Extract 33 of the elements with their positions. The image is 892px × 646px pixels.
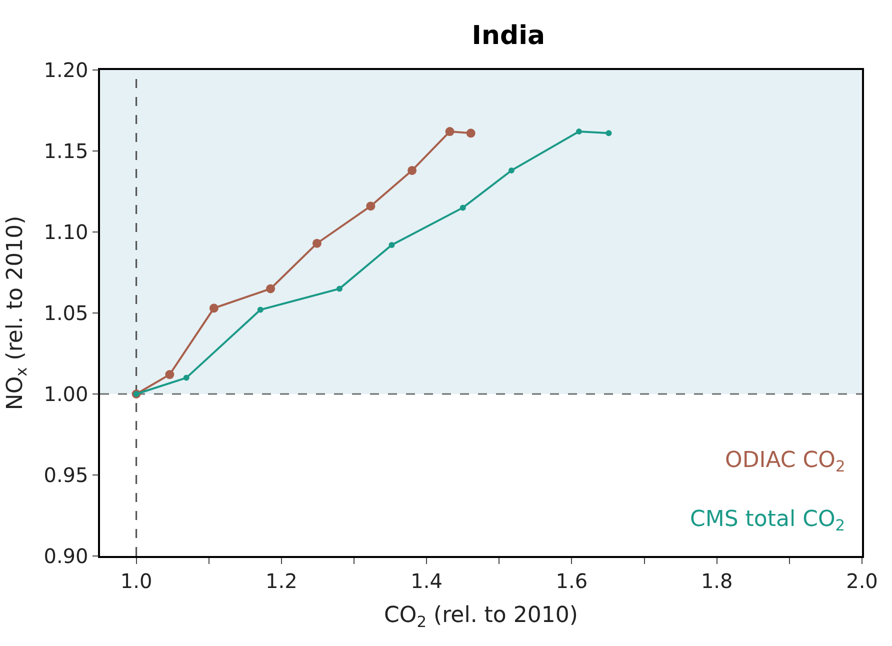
y-tick-label: 1.00 <box>44 382 88 406</box>
point <box>266 284 276 294</box>
point <box>606 130 612 136</box>
y-tick-label: 1.10 <box>44 220 88 244</box>
point <box>460 204 466 211</box>
point <box>445 127 454 136</box>
point <box>408 166 417 175</box>
point <box>183 374 190 381</box>
x-tick-label: 1.8 <box>700 568 733 593</box>
chart-title: India <box>472 21 546 52</box>
point <box>257 306 264 313</box>
point <box>576 128 582 135</box>
x-tick-label: 1.6 <box>556 568 588 593</box>
point <box>336 286 342 292</box>
y-tick-label: 1.20 <box>44 58 88 82</box>
x-axis-title: CO$_{2}$ (rel. to 2010) <box>384 603 578 631</box>
point <box>388 242 395 248</box>
point <box>466 128 476 138</box>
y-tick-label: 1.05 <box>44 301 88 325</box>
text: CMS total CO$_{2}$ <box>690 507 846 535</box>
x-tick-label: 1.0 <box>120 568 152 593</box>
point <box>366 202 376 211</box>
point <box>165 370 174 380</box>
x-tick-label: 1.4 <box>410 568 442 593</box>
point <box>508 167 514 174</box>
text: ODIAC CO$_{2}$ <box>725 448 846 476</box>
y-tick-label: 0.95 <box>44 463 88 487</box>
y-tick-label: 0.90 <box>44 544 88 568</box>
x-tick-label: 2.0 <box>846 568 878 593</box>
point <box>312 238 322 248</box>
y-tick-label: 1.15 <box>44 139 88 163</box>
point <box>209 304 218 313</box>
x-tick-label: 1.2 <box>266 568 298 593</box>
